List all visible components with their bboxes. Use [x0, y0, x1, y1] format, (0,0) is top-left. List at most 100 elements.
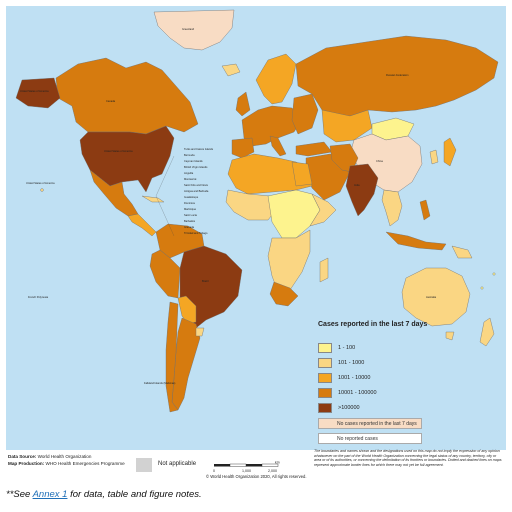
spain: [231, 137, 255, 159]
footnote: **See Annex 1 for data, table and figure…: [6, 489, 202, 500]
footnote-prefix: **See: [6, 489, 33, 500]
world-map: United States of America Canada United S…: [6, 6, 506, 486]
legend-swatch: [318, 357, 332, 368]
japan: [443, 137, 457, 167]
scale-unit: km: [275, 461, 280, 465]
legend-swatch: [318, 372, 332, 383]
southeast-asia: [381, 189, 403, 227]
west-africa: [225, 189, 277, 221]
philippines: [419, 199, 431, 221]
fiji: [492, 272, 496, 276]
data-source-label: Data Source:: [8, 454, 37, 459]
legend-swatch: [318, 342, 332, 353]
legend-swatch: [318, 402, 332, 413]
caribbean-label: Antigua and Barbuda: [184, 189, 209, 193]
bolivia: [177, 295, 197, 325]
map-production: Map Production: WHO Health Emergencies P…: [8, 461, 125, 466]
caribbean-label: British Virgin Islands: [184, 165, 208, 169]
east-africa: [309, 193, 337, 227]
legend-title: Cases reported in the last 7 days: [318, 321, 428, 328]
not-applicable-swatch: [136, 458, 152, 472]
scandinavia: [255, 53, 297, 105]
label-hawaii: United States of America: [26, 181, 55, 185]
chile: [165, 301, 179, 413]
north-africa: [227, 153, 313, 195]
legend-item: 10001 - 100000: [318, 387, 377, 398]
legend-no-cases: No reported cases: [318, 433, 422, 444]
caribbean-label: Guadeloupe: [184, 195, 199, 199]
central-america: [127, 213, 157, 237]
usa: [79, 125, 175, 193]
not-applicable-label: Not applicable: [158, 461, 197, 467]
annex-link[interactable]: Annex 1: [32, 489, 68, 500]
data-source: Data Source: World Health Organization: [8, 454, 91, 459]
map-production-label: Map Production:: [8, 461, 45, 466]
label-brazil: Brazil: [202, 279, 209, 283]
caribbean-label: Turks and Caicos Islands: [184, 147, 214, 151]
egypt: [291, 161, 313, 187]
label-falkland: Falkland Islands (Malvinas): [144, 381, 176, 385]
legend-label: 1 - 100: [338, 344, 356, 351]
legend-item: 101 - 1000: [318, 357, 364, 368]
legend-label: 1001 - 10000: [338, 374, 371, 381]
legend-no-cases-recent: No cases reported in the last 7 days: [318, 418, 422, 429]
label-greenland: Greenland: [182, 27, 195, 31]
label-alaska: United States of America: [20, 89, 49, 93]
korea: [429, 149, 439, 165]
united-kingdom: [235, 91, 251, 117]
legend-item: 1 - 100: [318, 342, 355, 353]
legend-item: 1001 - 10000: [318, 372, 370, 383]
indonesia: [385, 231, 447, 251]
new-zealand: [479, 317, 495, 347]
caribbean-label: Dominica: [184, 201, 195, 205]
caribbean-label: Montserrat: [184, 177, 197, 181]
caribbean-label: Trinidad and Tobago: [184, 231, 208, 235]
caribbean-label: Anguilla: [184, 171, 194, 175]
caribbean-label: Martinique: [184, 207, 197, 211]
label-usa: United States of America: [104, 149, 133, 153]
alaska: [15, 77, 61, 109]
legend-label: 101 - 1000: [338, 359, 365, 366]
legend-label: 10001 - 100000: [338, 389, 377, 396]
turkey: [295, 141, 333, 157]
australia: [401, 267, 471, 327]
label-australia: Australia: [426, 295, 437, 299]
footnote-suffix: for data, table and figure notes.: [67, 489, 202, 500]
caribbean-label: Cayman Islands: [184, 159, 203, 163]
disclaimer: The boundaries and names shown and the d…: [314, 449, 502, 467]
scale-tick: 2,000: [268, 469, 277, 473]
italy: [269, 135, 287, 157]
label-french-polynesia: French Polynesia: [28, 295, 49, 299]
label-canada: Canada: [106, 99, 116, 103]
label-india: India: [354, 183, 360, 187]
new-caledonia: [480, 286, 484, 290]
copyright: © World Health Organization 2020, All ri…: [206, 474, 307, 479]
scale-tick: 0: [213, 469, 215, 473]
label-russia: Russian Federation: [386, 73, 409, 77]
southern-africa: [267, 229, 311, 293]
greenland: [153, 9, 235, 51]
madagascar: [319, 257, 329, 283]
data-source-value: World Health Organization: [37, 454, 92, 459]
south-africa: [269, 281, 299, 307]
hawaii: [40, 188, 44, 192]
caribbean-labels: Turks and Caicos Islands Bermuda Cayman …: [155, 147, 214, 237]
tasmania: [445, 331, 455, 341]
uruguay: [195, 327, 205, 337]
india: [345, 163, 379, 217]
iceland: [221, 63, 241, 77]
legend: Cases reported in the last 7 days 1 - 10…: [314, 318, 500, 448]
caribbean-label: Bermuda: [184, 153, 195, 157]
mexico: [89, 169, 139, 217]
kazakhstan: [321, 109, 373, 143]
caribbean-label: Saint Kitts and Nevis: [184, 183, 209, 187]
caribbean-label: Saint Lucia: [184, 213, 197, 217]
label-china: China: [376, 159, 383, 163]
canada: [55, 57, 199, 135]
info-band: [6, 450, 506, 486]
cuba: [141, 195, 165, 203]
map-production-value: WHO Health Emergencies Programme: [45, 461, 125, 466]
caribbean-label: Barbados: [184, 219, 196, 223]
papua-new-guinea: [451, 245, 473, 259]
legend-swatch: [318, 387, 332, 398]
